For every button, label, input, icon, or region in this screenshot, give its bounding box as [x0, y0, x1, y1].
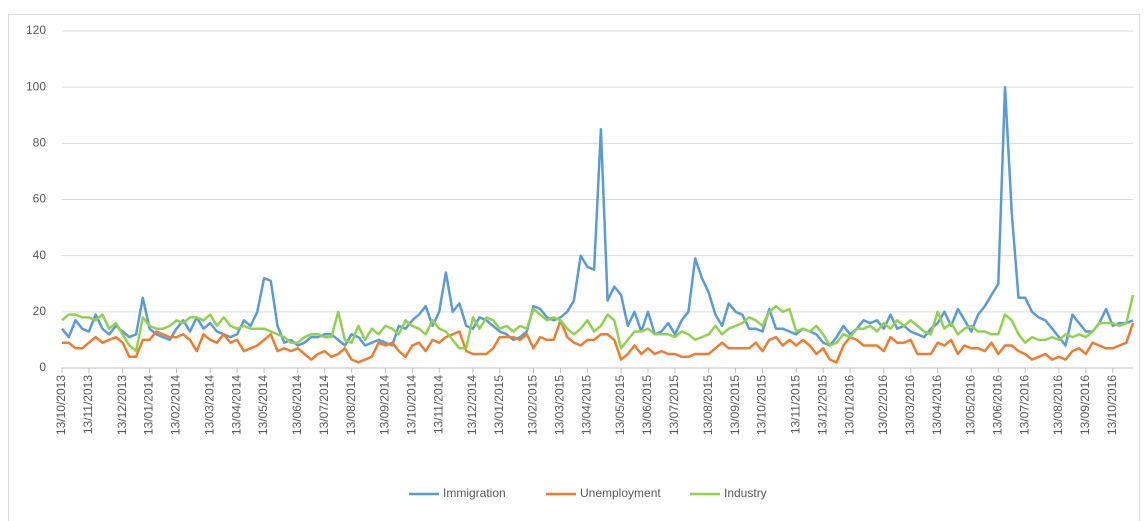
x-tick-label: 13/01/2016 [842, 375, 856, 435]
x-tick-label: 13/06/2016 [990, 375, 1004, 435]
y-tick-label: 80 [33, 136, 47, 150]
x-tick-label: 13/01/2015 [492, 375, 506, 435]
y-tick-label: 40 [33, 248, 47, 262]
x-tick-label: 13/10/2014 [404, 375, 418, 435]
x-tick-label: 13/03/2014 [202, 375, 216, 435]
x-tick-label: 13/07/2015 [667, 375, 681, 435]
x-tick-label: 13/06/2014 [290, 375, 304, 435]
line-series [61, 294, 1135, 353]
legend-label: Immigration [443, 486, 506, 500]
x-tick-label: 13/11/2013 [81, 375, 95, 434]
x-tick-label: 13/12/2013 [115, 375, 129, 435]
line-series [62, 319, 1135, 364]
x-tick-label: 13/03/2015 [553, 375, 567, 435]
x-tick-label: 13/06/2015 [640, 375, 654, 435]
x-tick-label: 13/12/2015 [815, 375, 829, 435]
x-tick-label: 13/02/2015 [526, 375, 540, 435]
x-tick-label: 13/09/2016 [1078, 375, 1092, 435]
y-tick-label: 0 [39, 360, 46, 374]
x-tick-label: 13/10/2016 [1105, 375, 1119, 435]
y-tick-label: 100 [26, 79, 46, 93]
x-tick-label: 13/08/2015 [701, 375, 715, 435]
x-tick-label: 13/08/2016 [1051, 375, 1065, 435]
x-tick-label: 13/04/2016 [930, 375, 944, 435]
x-tick-label: 13/08/2014 [344, 375, 358, 435]
x-tick-label: 13/11/2015 [788, 375, 802, 434]
x-tick-label: 13/12/2014 [465, 375, 479, 435]
x-tick-label: 13/10/2013 [54, 375, 68, 435]
y-tick-label: 120 [26, 23, 46, 37]
x-tick-label: 13/01/2014 [142, 375, 156, 435]
x-tick-label: 13/09/2015 [728, 375, 742, 435]
x-tick-label: 13/09/2014 [377, 375, 391, 435]
y-tick-label: 60 [33, 192, 47, 206]
legend-label: Industry [724, 486, 767, 500]
x-tick-label: 13/07/2014 [317, 375, 331, 435]
chart-border [8, 14, 1140, 521]
legend-label: Unemployment [580, 486, 661, 500]
y-tick-label: 20 [33, 304, 47, 318]
x-tick-label: 13/11/2014 [431, 375, 445, 434]
x-tick-label: 13/05/2015 [613, 375, 627, 435]
x-tick-label: 13/04/2014 [229, 375, 243, 435]
x-tick-label: 13/07/2016 [1017, 375, 1031, 435]
x-tick-label: 13/02/2016 [876, 375, 890, 435]
x-tick-label: 13/03/2016 [903, 375, 917, 435]
x-tick-label: 13/02/2014 [169, 375, 183, 435]
x-tick-label: 13/05/2014 [256, 375, 270, 435]
x-tick-label: 13/04/2015 [580, 375, 594, 435]
x-tick-label: 13/10/2015 [755, 375, 769, 435]
line-series [61, 85, 1134, 347]
x-tick-label: 13/05/2016 [964, 375, 978, 435]
